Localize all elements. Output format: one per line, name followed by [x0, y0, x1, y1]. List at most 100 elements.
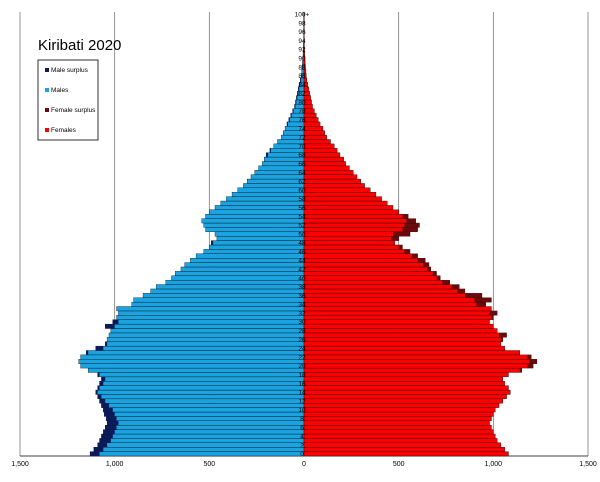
female-surplus-bar	[406, 218, 416, 224]
male-surplus-bar	[86, 350, 89, 355]
age-label: 58	[298, 196, 306, 203]
age-label: 84	[298, 82, 306, 89]
female-bar	[303, 156, 344, 162]
age-label: 92	[298, 47, 306, 54]
female-bar	[303, 170, 354, 175]
age-label: 72	[298, 135, 306, 142]
male-surplus-bar	[97, 442, 108, 448]
female-bar	[303, 227, 418, 232]
male-bar	[156, 284, 305, 290]
age-label: 70	[298, 143, 306, 150]
male-bar	[106, 337, 305, 342]
legend-label-females: Females	[51, 127, 77, 134]
male-bar	[209, 209, 305, 215]
male-bar	[110, 328, 305, 334]
female-surplus-bar	[491, 315, 494, 320]
female-bar	[303, 332, 507, 338]
male-bar	[103, 429, 305, 435]
age-label: 82	[298, 91, 306, 98]
male-bar	[97, 394, 305, 400]
female-bar	[303, 407, 496, 413]
male-bar	[116, 306, 305, 312]
male-surplus-bar	[99, 398, 106, 404]
female-surplus-bar	[499, 332, 507, 338]
male-bar	[101, 433, 305, 439]
male-surplus-bar	[269, 148, 271, 153]
x-tick-label: 0	[302, 461, 306, 468]
male-bar	[171, 275, 305, 281]
male-surplus-bar	[292, 108, 294, 114]
male-bar	[101, 376, 305, 382]
age-label: 100+	[295, 11, 310, 18]
female-surplus-bar	[427, 266, 431, 272]
male-bar	[112, 319, 305, 325]
male-surplus-bar	[112, 319, 119, 325]
female-bar	[303, 222, 420, 228]
x-axis-tick-labels: 1,500 1,000 500 0 500 1,000 1,500	[11, 461, 597, 468]
female-bar	[303, 381, 505, 386]
female-bar	[303, 385, 509, 391]
female-bar	[303, 416, 492, 422]
female-surplus-bar	[411, 253, 418, 259]
x-tick-label: 1,000	[485, 461, 503, 468]
age-label: 6	[300, 425, 304, 432]
legend: Male surplus Males Female surplus Females	[37, 59, 99, 141]
age-label: 28	[298, 328, 306, 335]
male-surplus-bar	[211, 240, 214, 245]
age-label: 2	[300, 442, 304, 449]
female-bar	[303, 394, 507, 400]
female-bar	[303, 126, 324, 131]
female-bar	[303, 425, 492, 430]
male-bar	[165, 279, 305, 285]
male-bar	[150, 288, 305, 294]
age-label: 60	[298, 187, 306, 194]
female-surplus-bar	[404, 249, 411, 254]
age-label: 24	[298, 346, 306, 353]
female-bar	[303, 279, 450, 285]
male-surplus-bar	[294, 104, 296, 109]
female-surplus-bar	[474, 297, 492, 303]
age-label: 64	[298, 170, 306, 177]
male-bar	[105, 416, 305, 422]
female-bar	[303, 288, 466, 294]
male-bar	[80, 354, 305, 360]
male-bar	[78, 359, 305, 364]
male-bar	[231, 192, 305, 197]
male-bar	[99, 381, 305, 386]
female-bar	[303, 372, 509, 378]
female-bar	[303, 196, 382, 202]
male-bar	[101, 403, 305, 408]
age-label: 52	[298, 223, 306, 230]
legend-box	[37, 59, 99, 141]
female-bar	[303, 236, 399, 241]
x-tick-label: 1,500	[579, 461, 597, 468]
age-label: 94	[298, 38, 306, 45]
female-bar	[303, 174, 358, 180]
male-surplus-bar	[95, 346, 104, 351]
male-bar	[243, 183, 305, 189]
male-bar	[214, 231, 305, 237]
male-bar	[131, 301, 305, 307]
male-surplus-bar	[106, 416, 117, 421]
age-label: 40	[298, 275, 306, 282]
female-bar	[303, 117, 319, 123]
age-label: 46	[298, 249, 306, 256]
female-bar	[303, 244, 403, 250]
female-bar	[303, 121, 321, 127]
female-bar	[303, 249, 411, 254]
male-surplus-bar	[301, 73, 302, 78]
female-bar	[303, 161, 346, 167]
male-bar	[97, 442, 305, 448]
male-surplus-bar	[107, 420, 119, 426]
male-surplus-bar	[95, 390, 98, 395]
age-label: 18	[298, 372, 306, 379]
male-bar	[89, 451, 305, 457]
age-labels: 0246810121416182022242628303234363840424…	[295, 11, 310, 458]
female-surplus-bar	[398, 244, 403, 250]
female-bar	[303, 350, 521, 356]
female-bar	[303, 214, 409, 219]
male-bar	[203, 222, 305, 228]
age-label: 50	[298, 231, 306, 238]
age-label: 14	[298, 390, 306, 397]
male-surplus-bar	[90, 451, 100, 456]
